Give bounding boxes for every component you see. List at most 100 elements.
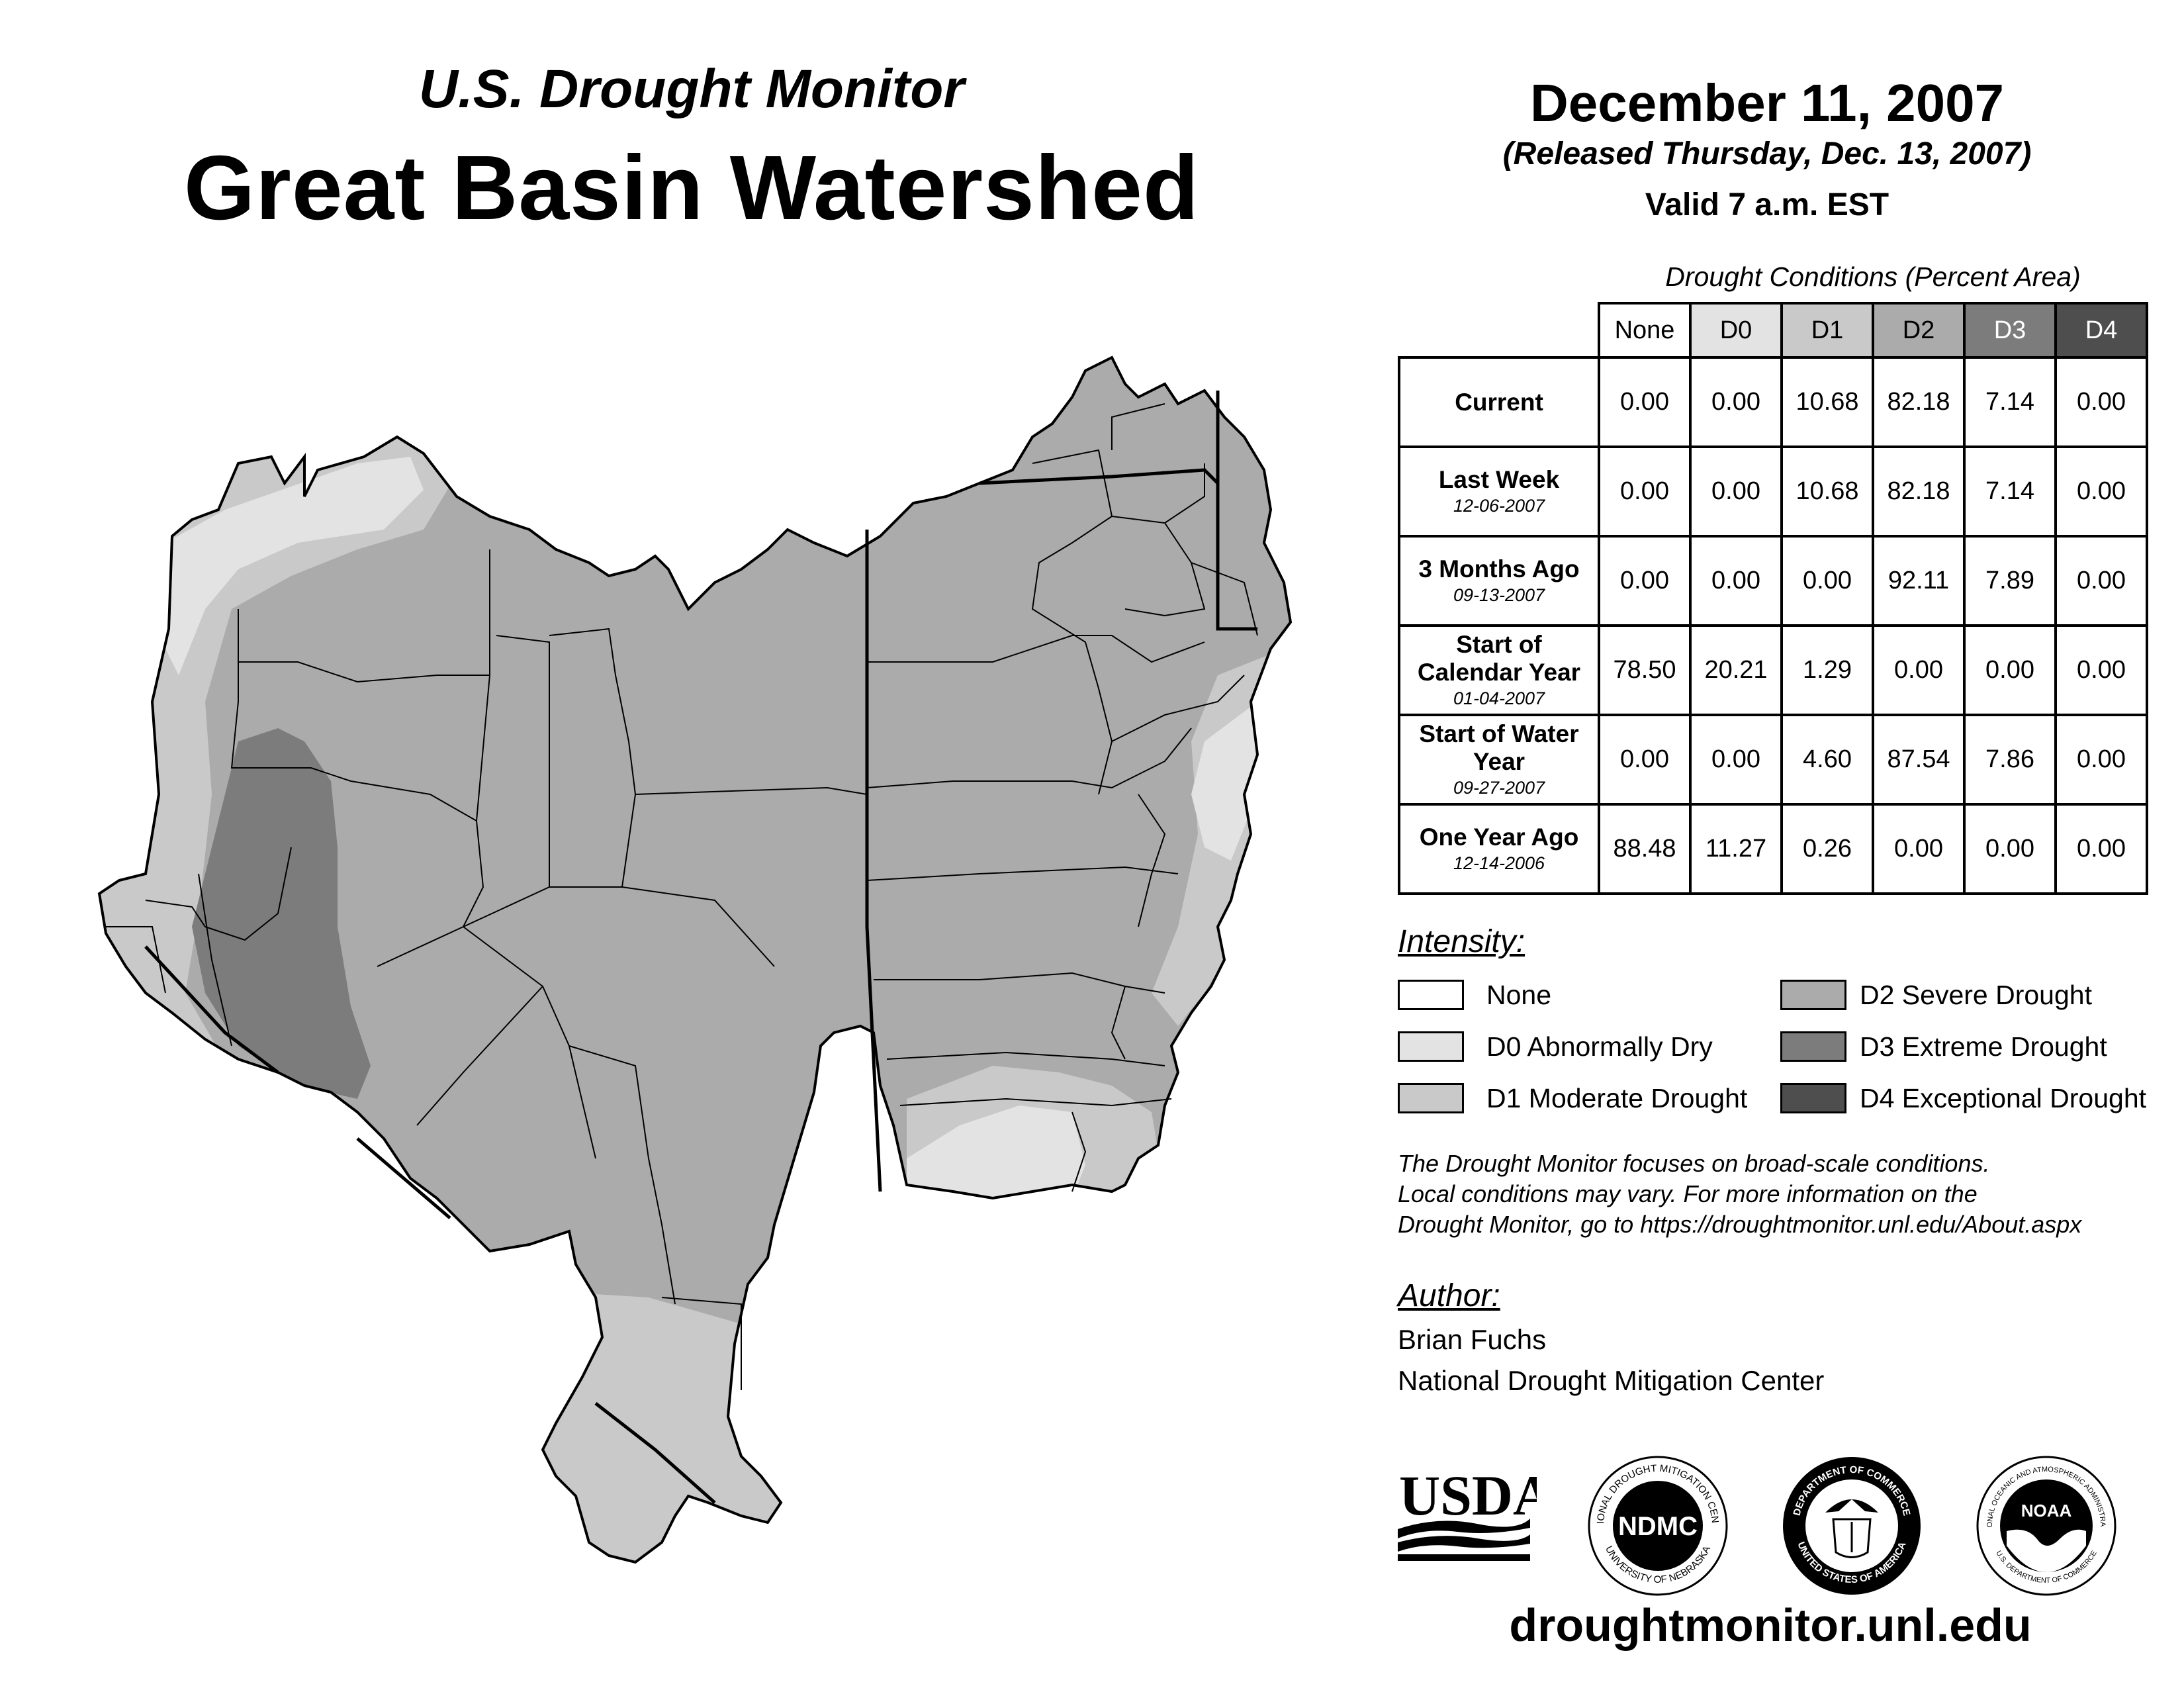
table-row: Start of Calendar Year 01-04-2007 78.50 2…: [1398, 624, 2148, 716]
row-date: 12-06-2007: [1453, 495, 1545, 516]
legend-label-d2: D2 Severe Drought: [1860, 980, 2092, 1010]
valid-time: Valid 7 a.m. EST: [1645, 187, 1889, 222]
table-cell: 0.26: [1780, 803, 1874, 895]
table-cell: 0.00: [1689, 714, 1783, 806]
table-cell: 88.48: [1598, 803, 1692, 895]
usda-logo-text: USDA: [1399, 1464, 1537, 1527]
d3-area-west: [192, 728, 371, 1099]
row-label-text: One Year Ago: [1419, 823, 1579, 851]
table-cell: 82.18: [1872, 445, 1966, 538]
table-cell: 7.86: [1963, 714, 2057, 806]
table-cell: 10.68: [1780, 356, 1874, 448]
row-label-start-of-water-year: Start of Water Year 09-27-2007: [1398, 714, 1600, 806]
legend-label-d4: D4 Exceptional Drought: [1860, 1083, 2147, 1113]
row-date: 12-14-2006: [1453, 853, 1545, 873]
map-date: December 11, 2007: [1529, 73, 2005, 132]
legend-swatch-d2: [1780, 980, 1846, 1010]
legend-swatch-d4: [1780, 1083, 1846, 1113]
noaa-bird-icon: [2007, 1529, 2086, 1572]
table-cell: 11.27: [1689, 803, 1783, 895]
row-date: 09-13-2007: [1453, 585, 1545, 605]
row-label-text: Start of Water Year: [1419, 720, 1579, 775]
author-organization: National Drought Mitigation Center: [1398, 1365, 1825, 1396]
table-cell: 82.18: [1872, 356, 1966, 448]
table-cell: 7.89: [1963, 535, 2057, 627]
disclaimer-note: The Drought Monitor focuses on broad-sca…: [1398, 1149, 2165, 1240]
table-corner: [1399, 303, 1599, 357]
legend-swatch-d3: [1780, 1031, 1846, 1062]
legend-swatch-d0: [1398, 1031, 1464, 1062]
row-label-3-months-ago: 3 Months Ago 09-13-2007: [1398, 535, 1600, 627]
drought-conditions-table: None D0 D1 D2 D3 D4 Current 0.00 0.00 10…: [1398, 302, 2148, 895]
author-name: Brian Fuchs: [1398, 1324, 1547, 1355]
column-header-d0: D0: [1689, 302, 1783, 359]
table-cell: 78.50: [1598, 624, 1692, 716]
row-label-current: Current: [1398, 356, 1600, 448]
noaa-logo-text: NOAA: [2021, 1501, 2072, 1521]
legend-label-none: None: [1486, 980, 1552, 1010]
table-cell: 20.21: [1689, 624, 1783, 716]
table-row: Start of Water Year 09-27-2007 0.00 0.00 …: [1398, 714, 2148, 806]
table-cell: 0.00: [2054, 803, 2148, 895]
row-label-last-week: Last Week 12-06-2007: [1398, 445, 1600, 538]
legend-label-d1: D1 Moderate Drought: [1486, 1083, 1748, 1113]
legend-label-d3: D3 Extreme Drought: [1860, 1031, 2107, 1062]
table-cell: 7.14: [1963, 356, 2057, 448]
table-cell: 0.00: [2054, 356, 2148, 448]
row-date: 09-27-2007: [1453, 777, 1545, 798]
column-header-d4: D4: [2054, 302, 2148, 359]
table-cell: 0.00: [1689, 445, 1783, 538]
state-boundaries: [144, 391, 1257, 1504]
table-cell: 0.00: [2054, 535, 2148, 627]
subbasin-boundaries: [106, 403, 1258, 1390]
drought-map: [98, 356, 1292, 1564]
note-line: Drought Monitor, go to https://droughtmo…: [1398, 1211, 2082, 1238]
usda-logo: USDA: [1398, 1464, 1537, 1561]
column-header-d2: D2: [1872, 302, 1966, 359]
map-title: Great Basin Watershed: [183, 137, 1200, 239]
row-label-text: 3 Months Ago: [1418, 555, 1580, 583]
table-cell: 0.00: [1872, 803, 1966, 895]
legend-swatch-d1: [1398, 1083, 1464, 1113]
table-cell: 10.68: [1780, 445, 1874, 538]
column-header-d3: D3: [1963, 302, 2057, 359]
table-cell: 0.00: [1963, 624, 2057, 716]
table-cell: 0.00: [1780, 535, 1874, 627]
table-cell: 87.54: [1872, 714, 1966, 806]
column-header-none: None: [1598, 302, 1692, 359]
table-cell: 4.60: [1780, 714, 1874, 806]
d0-area-south: [907, 1105, 1085, 1205]
table-cell: 0.00: [2054, 624, 2148, 716]
noaa-logo: NATIONAL OCEANIC AND ATMOSPHERIC ADMINIS…: [1974, 1453, 2116, 1596]
row-label-one-year-ago: One Year Ago 12-14-2006: [1398, 803, 1600, 895]
table-row: Current 0.00 0.00 10.68 82.18 7.14 0.00: [1398, 356, 2148, 448]
table-cell: 0.00: [2054, 445, 2148, 538]
row-label-text: Current: [1455, 388, 1543, 416]
table-caption: Drought Conditions (Percent Area): [1665, 261, 2081, 292]
table-cell: 0.00: [2054, 714, 2148, 806]
department-of-commerce-seal: DEPARTMENT OF COMMERCE UNITED STATES OF …: [1783, 1457, 1921, 1595]
d0-area-northwest: [165, 457, 424, 675]
note-line: Local conditions may vary. For more info…: [1398, 1180, 1978, 1207]
ndmc-logo: NATIONAL DROUGHT MITIGATION CENTER UNIVE…: [1585, 1453, 1728, 1596]
column-header-d1: D1: [1780, 302, 1874, 359]
table-cell: 7.14: [1963, 445, 2057, 538]
website-url[interactable]: droughtmonitor.unl.edu: [1509, 1599, 2032, 1651]
ndmc-logo-text: NDMC: [1618, 1512, 1698, 1541]
legend-label-d0: D0 Abnormally Dry: [1486, 1031, 1713, 1062]
table-row: One Year Ago 12-14-2006 88.48 11.27 0.26 …: [1398, 803, 2148, 895]
table-cell: 0.00: [1689, 356, 1783, 448]
table-cell: 0.00: [1872, 624, 1966, 716]
table-row: 3 Months Ago 09-13-2007 0.00 0.00 0.00 92…: [1398, 535, 2148, 627]
author-heading: Author:: [1398, 1278, 1500, 1313]
legend-swatch-none: [1398, 980, 1464, 1010]
note-line: The Drought Monitor focuses on broad-sca…: [1398, 1150, 1990, 1177]
row-label-text: Last Week: [1438, 465, 1560, 493]
map-subtitle: U.S. Drought Monitor: [418, 59, 965, 119]
row-label-start-of-calendar-year: Start of Calendar Year 01-04-2007: [1398, 624, 1600, 716]
table-cell: 0.00: [1963, 803, 2057, 895]
table-cell: 92.11: [1872, 535, 1966, 627]
row-label-text: Start of Calendar Year: [1417, 630, 1581, 686]
d1-area-south-tail: [543, 1291, 807, 1562]
shield-icon: [1832, 1518, 1872, 1558]
